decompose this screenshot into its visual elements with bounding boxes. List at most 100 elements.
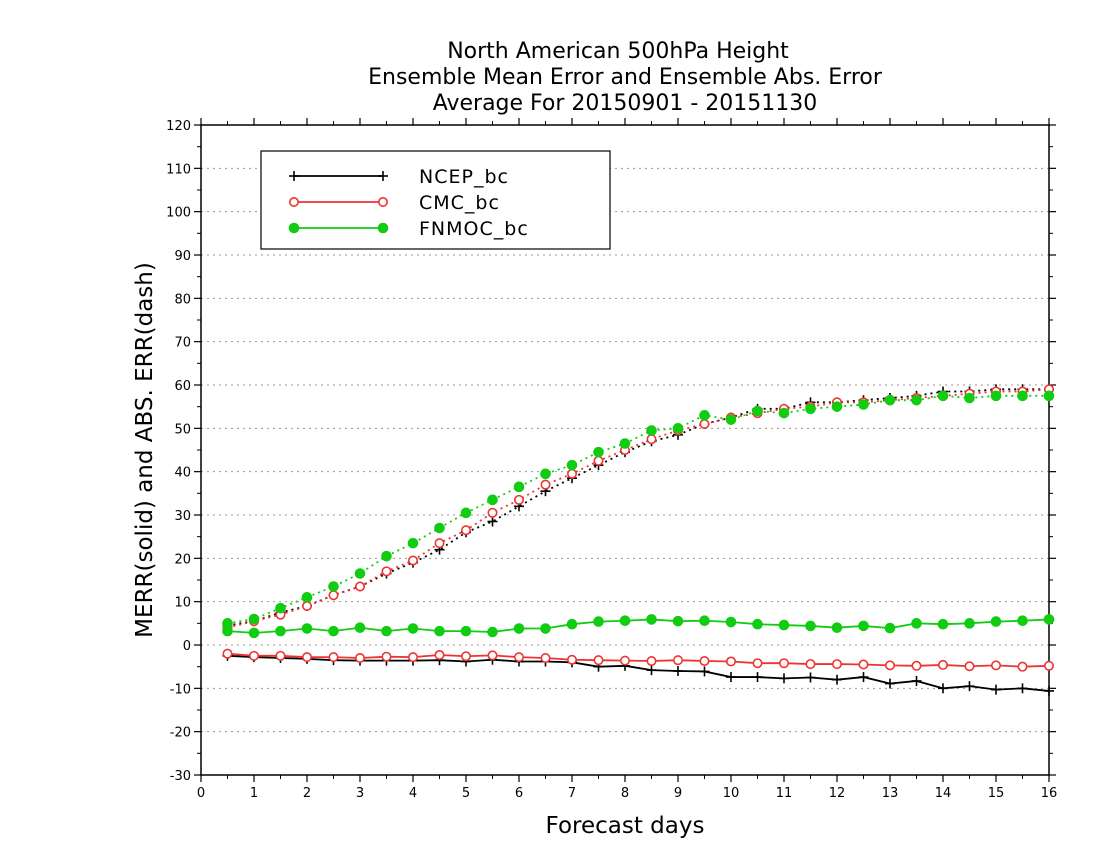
point-cmc-bc-merr bbox=[725, 656, 736, 667]
series-fnmoc-bc-abs-err bbox=[222, 390, 1055, 629]
point-ncep-bc-merr bbox=[911, 675, 922, 686]
point-fnmoc-bc-merr bbox=[301, 623, 313, 634]
point-fnmoc-bc-abs-err bbox=[513, 481, 525, 493]
y-tick-label-110: 110 bbox=[166, 162, 191, 177]
point-cmc-bc-merr bbox=[911, 660, 922, 671]
title-line-3: Average For 20150901 - 20151130 bbox=[433, 91, 818, 116]
point-fnmoc-bc-merr bbox=[937, 618, 949, 630]
legend-marker-start-fnmoc-bc bbox=[288, 222, 300, 234]
x-tick-label-7: 7 bbox=[568, 786, 576, 801]
point-ncep-bc-merr bbox=[1044, 685, 1054, 696]
point-cmc-bc-merr bbox=[354, 652, 365, 663]
point-fnmoc-bc-merr bbox=[460, 625, 472, 637]
point-fnmoc-bc-merr bbox=[381, 625, 392, 637]
point-fnmoc-bc-merr bbox=[778, 619, 790, 631]
x-tick-label-14: 14 bbox=[935, 786, 952, 801]
point-fnmoc-bc-abs-err bbox=[248, 613, 260, 625]
point-fnmoc-bc-merr bbox=[540, 623, 551, 634]
point-ncep-bc-merr bbox=[832, 674, 842, 685]
point-fnmoc-bc-abs-err bbox=[831, 401, 843, 412]
point-fnmoc-bc-abs-err bbox=[778, 407, 790, 419]
point-ncep-bc-abs-err bbox=[487, 516, 498, 527]
y-tick-label-0: 0 bbox=[183, 639, 191, 654]
point-cmc-bc-abs-err bbox=[540, 479, 551, 490]
point-fnmoc-bc-merr bbox=[487, 626, 498, 638]
x-tick-label-16: 16 bbox=[1041, 786, 1058, 801]
point-cmc-bc-abs-err bbox=[460, 525, 471, 536]
point-fnmoc-bc-merr bbox=[831, 622, 843, 633]
point-fnmoc-bc-merr bbox=[672, 615, 684, 627]
point-cmc-bc-merr bbox=[249, 650, 260, 661]
point-ncep-bc-merr bbox=[885, 678, 895, 689]
x-tick-label-1: 1 bbox=[250, 786, 258, 801]
point-cmc-bc-merr bbox=[990, 660, 1001, 671]
x-tick-label-3: 3 bbox=[356, 786, 364, 801]
point-cmc-bc-merr bbox=[540, 652, 551, 663]
point-cmc-bc-merr bbox=[407, 652, 418, 663]
point-fnmoc-bc-abs-err bbox=[301, 592, 313, 603]
point-fnmoc-bc-merr bbox=[248, 627, 260, 639]
legend-marker-end-ncep-bc bbox=[378, 171, 388, 181]
series-fnmoc-bc-abs-err-line bbox=[227, 394, 1049, 625]
point-cmc-bc-abs-err bbox=[699, 418, 710, 429]
x-tick-label-4: 4 bbox=[409, 786, 417, 801]
point-fnmoc-bc-merr bbox=[513, 623, 525, 634]
point-cmc-bc-merr bbox=[1044, 660, 1055, 671]
point-cmc-bc-abs-err bbox=[328, 590, 339, 601]
point-cmc-bc-merr bbox=[222, 648, 233, 659]
point-fnmoc-bc-merr bbox=[593, 616, 604, 627]
point-fnmoc-bc-abs-err bbox=[354, 568, 366, 579]
point-cmc-bc-merr bbox=[487, 650, 498, 661]
y-tick-label-90: 90 bbox=[174, 249, 191, 264]
point-ncep-bc-merr bbox=[991, 684, 1001, 695]
point-fnmoc-bc-abs-err bbox=[381, 550, 392, 562]
point-fnmoc-bc-merr bbox=[328, 625, 339, 637]
point-cmc-bc-merr bbox=[964, 661, 975, 672]
point-fnmoc-bc-abs-err bbox=[540, 468, 551, 480]
y-tick-label-70: 70 bbox=[174, 336, 191, 351]
x-axis-label: Forecast days bbox=[546, 813, 705, 839]
point-fnmoc-bc-merr bbox=[275, 625, 286, 637]
point-cmc-bc-abs-err bbox=[646, 434, 657, 445]
y-tick-label-40: 40 bbox=[174, 466, 191, 481]
point-cmc-bc-merr bbox=[1017, 661, 1028, 672]
point-fnmoc-bc-merr bbox=[354, 622, 366, 633]
point-ncep-bc-merr bbox=[779, 673, 789, 684]
point-fnmoc-bc-abs-err bbox=[275, 602, 286, 614]
chart-title: North American 500hPa Height Ensemble Me… bbox=[368, 39, 883, 116]
point-cmc-bc-merr bbox=[381, 651, 392, 662]
point-ncep-bc-merr bbox=[752, 672, 763, 683]
series-fnmoc-bc-merr-line bbox=[227, 618, 1050, 634]
point-cmc-bc-abs-err bbox=[434, 538, 445, 549]
point-fnmoc-bc-abs-err bbox=[990, 390, 1002, 402]
y-tick-label--30: -30 bbox=[170, 769, 191, 784]
x-tick-label-10: 10 bbox=[723, 786, 740, 801]
series-ncep-bc-abs-err bbox=[222, 384, 1054, 631]
point-ncep-bc-merr bbox=[805, 672, 816, 683]
point-fnmoc-bc-abs-err bbox=[1017, 390, 1028, 402]
y-tick-label-120: 120 bbox=[166, 119, 191, 134]
legend-marker-start-cmc-bc bbox=[288, 197, 299, 208]
point-cmc-bc-merr bbox=[831, 659, 842, 670]
point-cmc-bc-abs-err bbox=[301, 600, 312, 611]
point-cmc-bc-abs-err bbox=[354, 581, 365, 592]
x-tick-label-12: 12 bbox=[829, 786, 846, 801]
point-fnmoc-bc-abs-err bbox=[619, 438, 631, 449]
point-cmc-bc-merr bbox=[619, 655, 630, 666]
point-cmc-bc-merr bbox=[328, 652, 339, 663]
point-fnmoc-bc-abs-err bbox=[964, 392, 975, 404]
point-cmc-bc-merr bbox=[884, 660, 895, 671]
y-tick-label--10: -10 bbox=[170, 682, 191, 697]
point-fnmoc-bc-merr bbox=[646, 614, 657, 625]
y-tick-label-60: 60 bbox=[174, 379, 191, 394]
point-fnmoc-bc-merr bbox=[911, 618, 922, 629]
point-fnmoc-bc-abs-err bbox=[911, 394, 922, 406]
legend-entry-fnmoc-bc: FNMOC_bc bbox=[288, 218, 528, 240]
x-tick-label-2: 2 bbox=[303, 786, 311, 801]
legend-marker-start-ncep-bc bbox=[289, 171, 299, 181]
series-cmc-bc-abs-err bbox=[222, 384, 1055, 633]
x-tick-label-13: 13 bbox=[882, 786, 899, 801]
